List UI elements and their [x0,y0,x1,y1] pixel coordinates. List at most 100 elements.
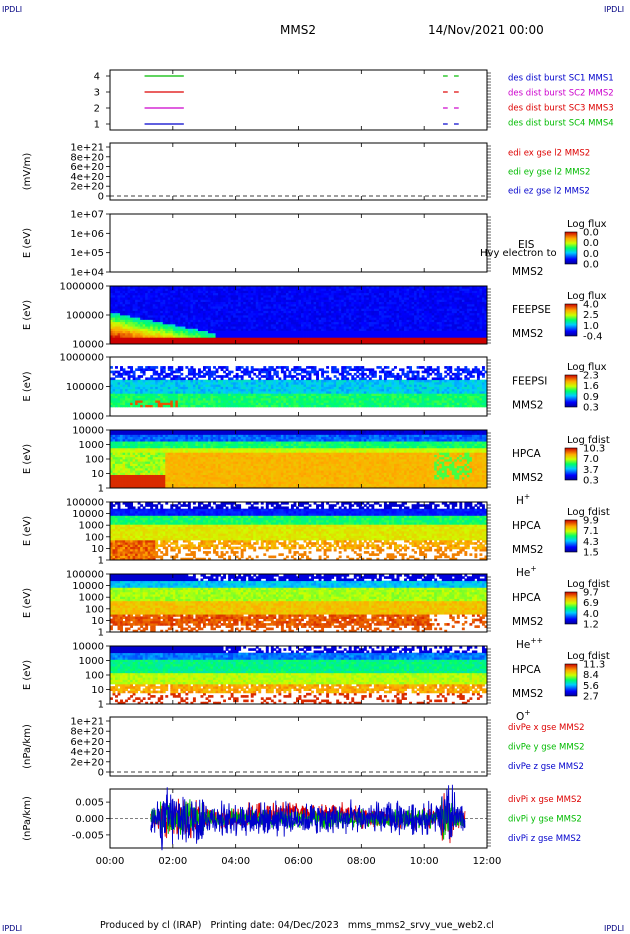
spectrogram-cell [150,328,154,332]
spectrogram-cell [225,328,229,332]
spectrogram-cell [341,301,345,305]
spectrogram-cell [215,294,219,298]
spectrogram-cell [228,317,232,320]
spectrogram-cell [245,335,249,338]
spectrogram-cell [313,294,317,298]
spectrogram-frame [109,213,488,273]
spectrogram-cell [142,337,146,340]
spectrogram-cell [130,391,134,394]
spectrogram-cell [140,393,144,396]
spectrogram-cell [223,310,227,314]
spectrogram-cell [152,377,156,381]
spectrogram-cell [165,290,169,294]
spectrogram-cell [167,292,171,296]
spectrogram-cell [253,400,257,403]
spectrogram-cell [210,299,214,303]
spectrogram-cell [122,384,126,387]
spectrogram-cell [152,317,156,320]
spectrogram-cell [182,292,186,296]
spectrogram-cell [263,308,267,311]
spectrogram-cell [243,323,247,327]
spectrogram-cell [248,297,252,300]
spectrogram-cell [215,310,219,314]
spectrogram-cell [295,288,299,291]
spectrogram-cell [160,297,164,300]
spectrogram-cell [140,386,144,390]
spectrogram-cell [190,328,194,332]
spectrogram-cell [112,306,116,309]
spectrogram-cell [147,397,151,401]
spectrogram-cell [160,386,164,390]
spectrogram-cell [313,337,317,340]
spectrogram-cell [255,317,259,320]
spectrogram-cell [150,308,154,311]
spectrogram-cell [150,315,154,318]
spectrogram-cell [135,377,139,381]
spectrogram-cell [250,384,254,387]
spectrogram-cell [130,379,134,383]
spectrogram-cell [202,326,206,329]
spectrogram-cell [175,303,179,307]
spectrogram-cell [175,292,179,296]
spectrogram-cell [321,301,325,305]
spectrogram-cell [285,308,289,311]
spectrogram-cell [250,290,254,294]
spectrogram-cell [115,319,118,323]
spectrogram-cell [172,317,176,320]
spectrogram-cell [127,290,131,294]
spectrogram-cell [243,384,247,387]
spectrogram-cell [195,290,199,294]
spectrogram-cell [306,299,309,303]
spectrogram-cell [255,332,259,336]
spectrogram-cell [140,294,144,298]
spectrogram-cell [230,397,234,401]
spectrogram-cell [170,368,174,372]
spectrogram-cell [290,312,294,316]
spectrogram-cell [230,379,234,383]
spectrogram-cell [218,379,221,383]
spectrogram-cell [235,321,239,325]
spectrogram-cell [125,337,128,340]
spectrogram-cell [311,312,314,316]
spectrogram-cell [306,312,309,316]
spectrogram-cell [218,366,221,369]
spectrogram-cell [140,339,144,343]
spectrogram-cell [265,315,269,318]
spectrogram-cell [137,386,141,390]
spectrogram-cell [117,395,121,399]
spectrogram-cell [155,381,159,385]
spectrogram-cell [464,330,468,334]
spectrogram-cell [185,393,189,396]
spectrogram-cell [270,310,274,314]
spectrogram-cell [122,397,126,401]
spectrogram-cell [160,377,164,381]
spectrogram-cell [145,381,149,385]
spectrogram-cell [152,301,156,305]
spectrogram-cell [436,301,440,305]
spectrogram-cell [323,321,327,325]
spectrogram-cell [321,321,325,325]
colorbar-tick-label: 4.0 [583,300,599,311]
spectrogram-cell [283,332,287,336]
spectrogram-cell [228,310,232,314]
spectrogram-cell [185,290,189,294]
spectrogram-cell [321,335,325,338]
spectrogram-cell [288,306,292,309]
spectrogram-cell [293,290,297,294]
spectrogram-cell [250,404,254,408]
spectrogram-cell [326,330,330,334]
burst-panel-frame [109,69,488,131]
spectrogram-cell [243,337,247,340]
spectrogram-cell [275,294,279,298]
spectrogram-cell [391,330,395,334]
spectrogram-cell [167,341,171,345]
spectrogram-cell [162,339,166,343]
spectrogram-cell [215,290,219,294]
spectrogram-cell [167,391,171,394]
spectrogram-cell [145,323,149,327]
spectrogram-cell [223,375,227,378]
spectrogram-cell [471,301,475,305]
spectrogram-cell [200,384,204,387]
spectrogram-cell [195,288,199,291]
